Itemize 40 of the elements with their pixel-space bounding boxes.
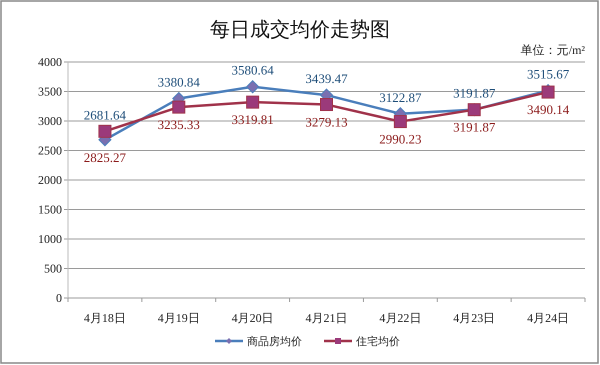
data-label: 3319.81 <box>232 112 274 128</box>
text: 单位：元/m² <box>520 43 586 57</box>
y-tick-label: 2000 <box>38 173 62 187</box>
point <box>320 98 333 112</box>
data-label: 3191.87 <box>453 86 496 101</box>
y-tick-label: 500 <box>44 262 62 276</box>
y-tick-label: 1000 <box>38 232 62 246</box>
point <box>246 96 260 109</box>
data-label: 3380.84 <box>158 74 200 90</box>
x-tick-label: 4月20日 <box>232 311 274 325</box>
y-tick-label: 2500 <box>38 144 62 158</box>
data-label: 3191.87 <box>453 120 496 135</box>
legend-label: 商品房均价 <box>247 335 302 348</box>
point <box>246 80 260 94</box>
data-label: 2990.23 <box>379 132 422 147</box>
y-tick-label: 3500 <box>38 84 62 98</box>
data-label: 3279.13 <box>305 114 348 130</box>
data-label: 3580.64 <box>232 62 274 78</box>
x-tick-label: 4月19日 <box>158 311 200 325</box>
data-label: 3122.87 <box>379 90 422 105</box>
x-tick-label: 4月22日 <box>379 311 422 325</box>
data-label: 3490.14 <box>526 102 570 118</box>
point <box>172 100 186 114</box>
y-tick-label: 3000 <box>38 114 62 128</box>
data-label: 2681.64 <box>84 107 127 122</box>
data-label: 3439.47 <box>305 71 348 86</box>
x-tick-label: 4月18日 <box>84 311 126 325</box>
data-label: 3515.67 <box>526 66 570 82</box>
x-tick-label: 4月23日 <box>453 311 496 325</box>
point <box>394 115 407 128</box>
x-tick-label: 4月24日 <box>527 311 570 325</box>
y-tick-label: 1500 <box>38 202 62 216</box>
y-tick-label: 4000 <box>38 55 62 69</box>
chart-title: 每日成交均价走势图 <box>210 19 390 41</box>
legend-label: 住宅均价 <box>356 335 400 348</box>
data-label: 2825.27 <box>84 150 127 165</box>
x-tick-label: 4月21日 <box>306 311 348 325</box>
data-label: 3235.33 <box>158 117 200 132</box>
point <box>98 124 112 138</box>
y-tick-label: 0 <box>56 291 62 305</box>
